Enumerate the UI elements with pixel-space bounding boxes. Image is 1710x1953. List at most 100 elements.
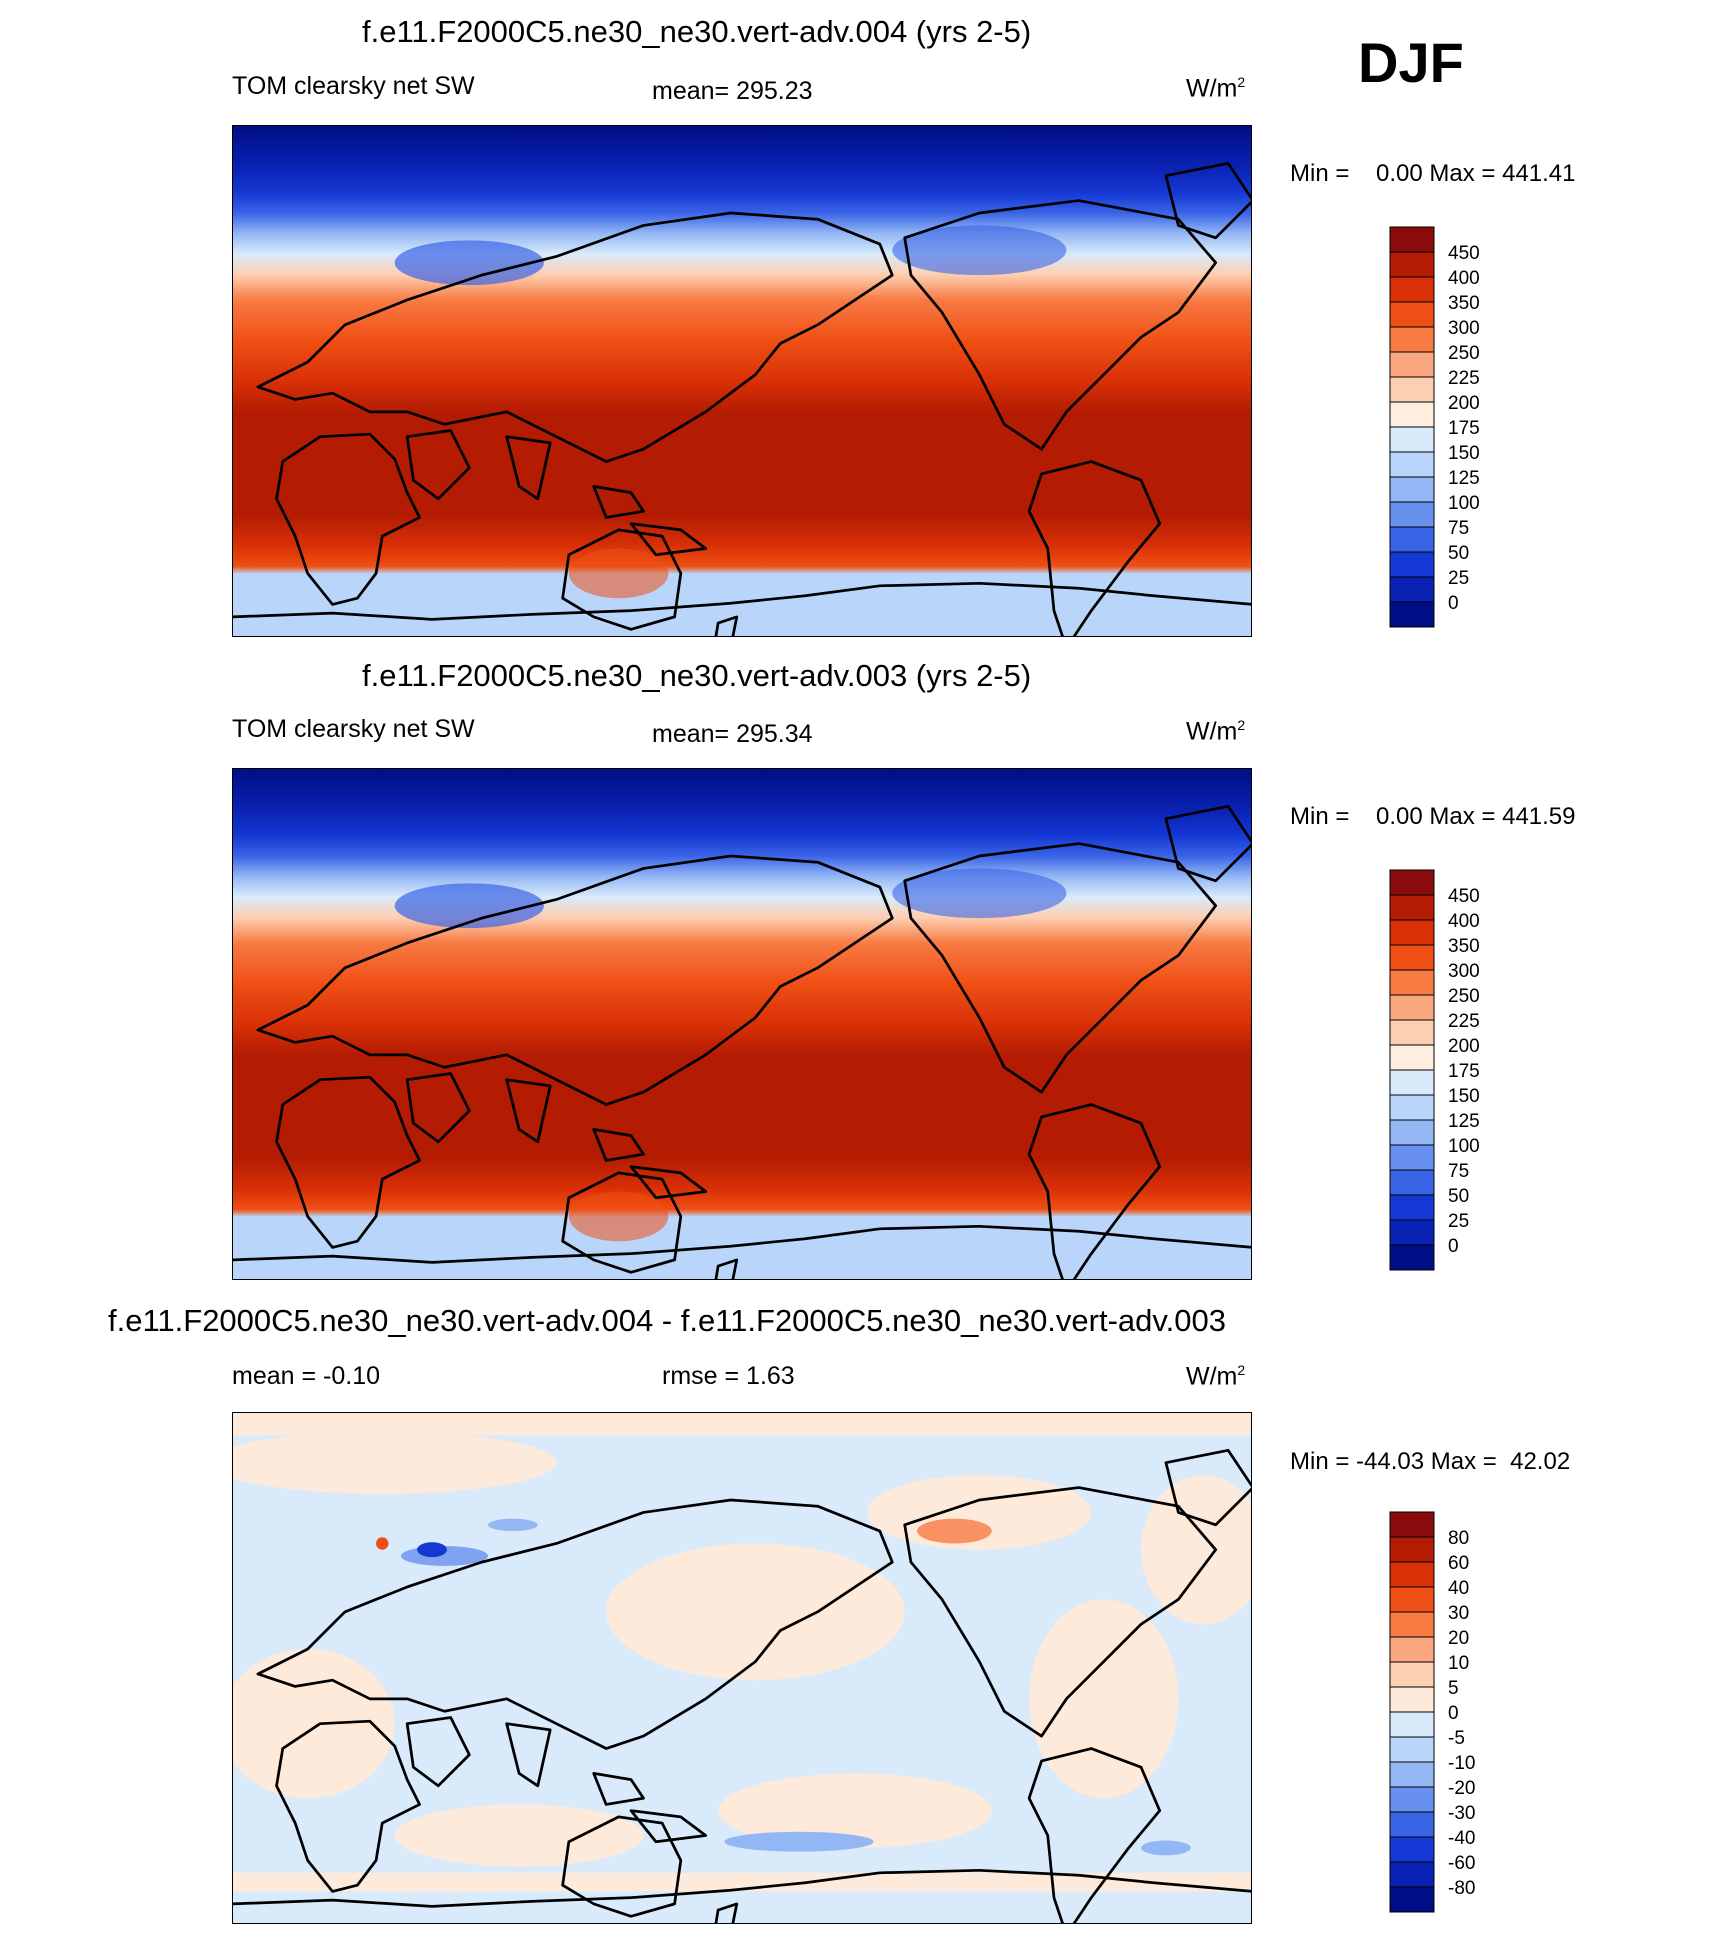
panel-3-minmax: Min = -44.03 Max = 42.02 <box>1290 1448 1571 1475</box>
panel-1-colorbar-swatch <box>1389 376 1435 403</box>
panel-1-colorbar-tick-label: 175 <box>1448 418 1480 439</box>
panel-2-mean-label: mean= 295.34 <box>652 720 813 748</box>
panel-2-colorbar-tick-label: 250 <box>1448 986 1480 1007</box>
panel-2-colorbar-tick-label: 25 <box>1448 1211 1469 1232</box>
panel-3-colorbar-tick-label: -40 <box>1448 1828 1475 1849</box>
panel-1-colorbar-swatch <box>1389 476 1435 503</box>
panel-3-colorbar-tick-label: 40 <box>1448 1578 1469 1599</box>
panel-3-colorbar-swatch <box>1389 1861 1435 1888</box>
panel-2-colorbar-tick-label: 350 <box>1448 936 1480 957</box>
panel-3-colorbar-swatch <box>1389 1836 1435 1863</box>
panel-2-colorbar-swatch <box>1389 1244 1435 1271</box>
panel-2-colorbar-tick-label: 300 <box>1448 961 1480 982</box>
panel-3-colorbar-tick-label: 0 <box>1448 1703 1459 1724</box>
panel-1-australia-anomaly <box>568 548 669 599</box>
panel-1-colorbar-swatch <box>1389 401 1435 428</box>
panel-2-colorbar-swatch <box>1389 994 1435 1021</box>
panel-3-anomalies <box>233 1518 1251 1923</box>
panel-2-colorbar-swatch <box>1389 944 1435 971</box>
panel-3-colorbar: 80 60 40 30 20 10 5 0 -5 -10 -20 -30 -40 -60 -80 <box>1389 1511 1475 1913</box>
panel-2-tibet-anomaly <box>394 883 544 929</box>
panel-2-units: W/m2 <box>1186 717 1246 746</box>
panel-3-title: f.e11.F2000C5.ne30_ne30.vert-adv.004 - f… <box>108 1303 1226 1338</box>
panel-3-positive-regions <box>233 1413 1251 1896</box>
panel-1-colorbar-swatch <box>1389 551 1435 578</box>
panel-2-colorbar-tick-label: 450 <box>1448 886 1480 907</box>
panel-3-colorbar-tick-label: 80 <box>1448 1528 1469 1549</box>
panel-3-colorbar-swatch <box>1389 1636 1435 1663</box>
panel-3-colorbar-swatch <box>1389 1536 1435 1563</box>
panel-3-units: W/m2 <box>1186 1362 1246 1391</box>
panel-2-field <box>233 769 1251 1279</box>
panel-1-colorbar-tick-label: 25 <box>1448 568 1469 589</box>
panel-2-colorbar-swatch <box>1389 1069 1435 1096</box>
panel-2-colorbar-swatch <box>1389 969 1435 996</box>
panel-2-colorbar-swatch <box>1389 1169 1435 1196</box>
panel-3-colorbar-tick-label: 20 <box>1448 1628 1469 1649</box>
panel-1-colorbar-tick-label: 300 <box>1448 318 1480 339</box>
panel-1-colorbar-swatch <box>1389 276 1435 303</box>
panel-1-colorbar-swatch <box>1389 326 1435 353</box>
panel-3-colorbar-swatch <box>1389 1761 1435 1788</box>
panel-2-colorbar-swatch <box>1389 1144 1435 1171</box>
panel-2-colorbar-tick-label: 150 <box>1448 1086 1480 1107</box>
panel-3-colorbar-swatch <box>1389 1736 1435 1763</box>
panel-1-title: f.e11.F2000C5.ne30_ne30.vert-adv.004 (yr… <box>362 14 1032 49</box>
panel-1-colorbar-swatch <box>1389 301 1435 328</box>
panel-3-colorbar-swatch <box>1389 1611 1435 1638</box>
panel-2-colorbar-tick-label: 400 <box>1448 911 1480 932</box>
panel-1-colorbar-tick-label: 400 <box>1448 268 1480 289</box>
panel-1-colorbar-swatch <box>1389 501 1435 528</box>
panel-3-heatmap <box>233 1413 1251 1923</box>
panel-1-colorbar-swatch <box>1389 601 1435 628</box>
panel-1-colorbar-swatch <box>1389 576 1435 603</box>
panel-3-colorbar-tick-label: -30 <box>1448 1803 1475 1824</box>
panel-2-colorbar-swatch <box>1389 869 1435 896</box>
panel-1-map <box>232 125 1252 637</box>
panel-3-colorbar-tick-label: 60 <box>1448 1553 1469 1574</box>
panel-1-colorbar-tick-label: 75 <box>1448 518 1469 539</box>
panel-2-colorbar-swatch <box>1389 1044 1435 1071</box>
panel-3-colorbar-tick-label: -5 <box>1448 1728 1465 1749</box>
panel-3-colorbar-tick-label: -80 <box>1448 1878 1475 1899</box>
panel-3-colorbar-tick-label: 10 <box>1448 1653 1469 1674</box>
panel-1-mean-label: mean= 295.23 <box>652 77 813 105</box>
panel-2-colorbar-swatch <box>1389 894 1435 921</box>
panel-3-map <box>232 1412 1252 1924</box>
panel-1-colorbar-swatch <box>1389 526 1435 553</box>
panel-2-colorbar-swatch <box>1389 1194 1435 1221</box>
panel-1-variable-label: TOM clearsky net SW <box>232 72 475 100</box>
panel-1-colorbar-swatch <box>1389 426 1435 453</box>
panel-1-tibet-anomaly <box>394 240 544 286</box>
panel-1-heatmap <box>233 126 1251 636</box>
panel-1-namerica-anomaly <box>892 225 1067 276</box>
panel-3-colorbar-tick-label: -60 <box>1448 1853 1475 1874</box>
panel-1-colorbar-tick-label: 250 <box>1448 343 1480 364</box>
panel-2-colorbar-tick-label: 50 <box>1448 1186 1469 1207</box>
panel-3-colorbar-tick-label: -20 <box>1448 1778 1475 1799</box>
panel-1-units: W/m2 <box>1186 74 1246 103</box>
panel-2-namerica-anomaly <box>892 868 1067 919</box>
panel-3-colorbar-swatch <box>1389 1586 1435 1613</box>
panel-3-colorbar-tick-label: 5 <box>1448 1678 1459 1699</box>
panel-2-colorbar-swatch <box>1389 1094 1435 1121</box>
panel-1-colorbar-tick-label: 0 <box>1448 593 1459 614</box>
panel-1-colorbar-tick-label: 200 <box>1448 393 1480 414</box>
season-label: DJF <box>1358 31 1464 94</box>
panel-2-colorbar-tick-label: 75 <box>1448 1161 1469 1182</box>
panel-1-colorbar-tick-label: 450 <box>1448 243 1480 264</box>
panel-2-colorbar-tick-label: 125 <box>1448 1111 1480 1132</box>
panel-3-colorbar-tick-label: 30 <box>1448 1603 1469 1624</box>
panel-1-colorbar-tick-label: 50 <box>1448 543 1469 564</box>
panel-3-colorbar-swatch <box>1389 1686 1435 1713</box>
panel-1-colorbar-tick-label: 150 <box>1448 443 1480 464</box>
panel-2-colorbar-tick-label: 175 <box>1448 1061 1480 1082</box>
panel-3-colorbar-swatch <box>1389 1511 1435 1538</box>
panel-1-colorbar-tick-label: 350 <box>1448 293 1480 314</box>
panel-2-colorbar-swatch <box>1389 1219 1435 1246</box>
panel-2-colorbar-tick-label: 100 <box>1448 1136 1480 1157</box>
panel-1-colorbar-swatch <box>1389 451 1435 478</box>
panel-2-colorbar-swatch <box>1389 1019 1435 1046</box>
